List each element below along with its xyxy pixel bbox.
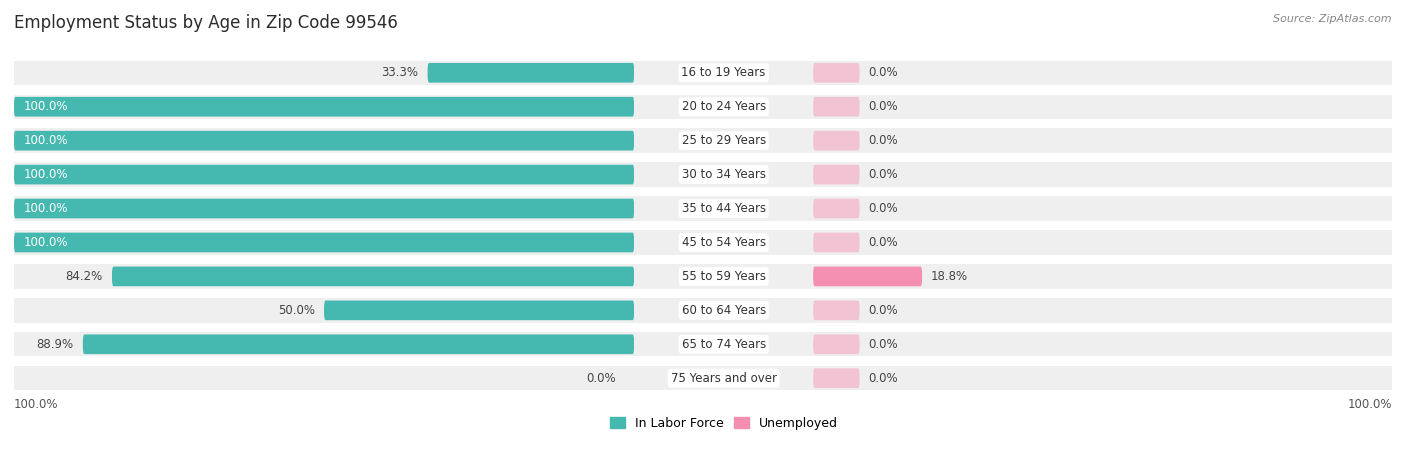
- FancyBboxPatch shape: [634, 129, 813, 153]
- Text: 100.0%: 100.0%: [24, 168, 67, 181]
- FancyBboxPatch shape: [634, 332, 813, 356]
- Text: 84.2%: 84.2%: [66, 270, 103, 283]
- FancyBboxPatch shape: [14, 196, 634, 221]
- FancyBboxPatch shape: [813, 63, 859, 83]
- Text: 35 to 44 Years: 35 to 44 Years: [682, 202, 766, 215]
- Text: 20 to 24 Years: 20 to 24 Years: [682, 100, 766, 113]
- FancyBboxPatch shape: [14, 129, 634, 153]
- Text: 45 to 54 Years: 45 to 54 Years: [682, 236, 766, 249]
- FancyBboxPatch shape: [813, 165, 859, 184]
- Text: 60 to 64 Years: 60 to 64 Years: [682, 304, 766, 317]
- Text: 0.0%: 0.0%: [869, 304, 898, 317]
- Text: 50.0%: 50.0%: [278, 304, 315, 317]
- FancyBboxPatch shape: [634, 298, 813, 322]
- FancyBboxPatch shape: [634, 162, 813, 187]
- FancyBboxPatch shape: [427, 63, 634, 83]
- FancyBboxPatch shape: [634, 196, 813, 221]
- Text: 16 to 19 Years: 16 to 19 Years: [682, 66, 766, 79]
- Legend: In Labor Force, Unemployed: In Labor Force, Unemployed: [610, 417, 838, 430]
- Text: 30 to 34 Years: 30 to 34 Years: [682, 168, 766, 181]
- FancyBboxPatch shape: [813, 95, 1392, 119]
- Text: 0.0%: 0.0%: [869, 66, 898, 79]
- Text: 65 to 74 Years: 65 to 74 Years: [682, 338, 766, 351]
- FancyBboxPatch shape: [813, 267, 922, 286]
- FancyBboxPatch shape: [14, 199, 634, 218]
- Text: 33.3%: 33.3%: [381, 66, 419, 79]
- Text: 100.0%: 100.0%: [24, 202, 67, 215]
- FancyBboxPatch shape: [14, 264, 634, 289]
- FancyBboxPatch shape: [813, 233, 859, 252]
- FancyBboxPatch shape: [813, 332, 1392, 356]
- FancyBboxPatch shape: [14, 233, 634, 252]
- Text: 100.0%: 100.0%: [24, 236, 67, 249]
- FancyBboxPatch shape: [14, 298, 634, 322]
- Text: 0.0%: 0.0%: [869, 372, 898, 385]
- Text: 100.0%: 100.0%: [14, 398, 59, 410]
- Text: 0.0%: 0.0%: [586, 372, 616, 385]
- FancyBboxPatch shape: [634, 264, 813, 289]
- FancyBboxPatch shape: [14, 366, 634, 391]
- FancyBboxPatch shape: [634, 230, 813, 255]
- FancyBboxPatch shape: [634, 60, 813, 85]
- Text: 100.0%: 100.0%: [24, 134, 67, 147]
- Text: 0.0%: 0.0%: [869, 168, 898, 181]
- Text: 75 Years and over: 75 Years and over: [671, 372, 776, 385]
- FancyBboxPatch shape: [813, 97, 859, 116]
- FancyBboxPatch shape: [634, 95, 813, 119]
- FancyBboxPatch shape: [813, 196, 1392, 221]
- Text: 25 to 29 Years: 25 to 29 Years: [682, 134, 766, 147]
- Text: 0.0%: 0.0%: [869, 134, 898, 147]
- FancyBboxPatch shape: [813, 131, 859, 151]
- FancyBboxPatch shape: [14, 165, 634, 184]
- FancyBboxPatch shape: [813, 60, 1392, 85]
- FancyBboxPatch shape: [813, 230, 1392, 255]
- Text: 100.0%: 100.0%: [1347, 398, 1392, 410]
- FancyBboxPatch shape: [14, 332, 634, 356]
- FancyBboxPatch shape: [813, 335, 859, 354]
- FancyBboxPatch shape: [634, 366, 813, 391]
- Text: 55 to 59 Years: 55 to 59 Years: [682, 270, 766, 283]
- FancyBboxPatch shape: [813, 129, 1392, 153]
- FancyBboxPatch shape: [14, 162, 634, 187]
- Text: Employment Status by Age in Zip Code 99546: Employment Status by Age in Zip Code 995…: [14, 14, 398, 32]
- FancyBboxPatch shape: [813, 368, 859, 388]
- Text: 0.0%: 0.0%: [869, 338, 898, 351]
- FancyBboxPatch shape: [112, 267, 634, 286]
- FancyBboxPatch shape: [14, 97, 634, 116]
- Text: 0.0%: 0.0%: [869, 202, 898, 215]
- FancyBboxPatch shape: [14, 131, 634, 151]
- Text: 18.8%: 18.8%: [931, 270, 967, 283]
- FancyBboxPatch shape: [83, 335, 634, 354]
- Text: Source: ZipAtlas.com: Source: ZipAtlas.com: [1274, 14, 1392, 23]
- Text: 100.0%: 100.0%: [24, 100, 67, 113]
- FancyBboxPatch shape: [323, 300, 634, 320]
- Text: 0.0%: 0.0%: [869, 100, 898, 113]
- FancyBboxPatch shape: [813, 298, 1392, 322]
- FancyBboxPatch shape: [14, 60, 634, 85]
- Text: 0.0%: 0.0%: [869, 236, 898, 249]
- FancyBboxPatch shape: [813, 300, 859, 320]
- FancyBboxPatch shape: [813, 162, 1392, 187]
- FancyBboxPatch shape: [14, 230, 634, 255]
- FancyBboxPatch shape: [813, 264, 1392, 289]
- FancyBboxPatch shape: [813, 366, 1392, 391]
- FancyBboxPatch shape: [813, 199, 859, 218]
- FancyBboxPatch shape: [14, 95, 634, 119]
- Text: 88.9%: 88.9%: [37, 338, 73, 351]
